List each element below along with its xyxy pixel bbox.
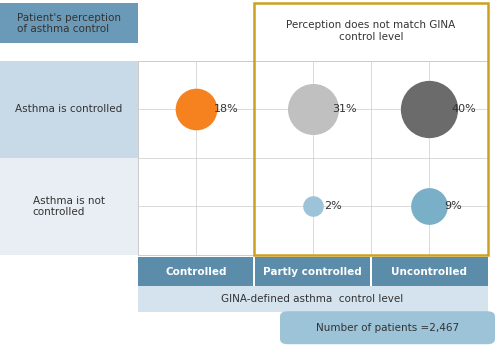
Point [192,107,200,112]
Text: GINA-defined asthma  control level: GINA-defined asthma control level [222,294,404,304]
Text: 18%: 18% [214,104,238,114]
Text: Patient's perception
of asthma control: Patient's perception of asthma control [17,12,121,34]
Text: Perception does not match GINA
control level: Perception does not match GINA control l… [286,20,456,42]
Text: Partly controlled: Partly controlled [263,266,362,277]
Text: Asthma is not
controlled: Asthma is not controlled [33,196,105,217]
Point [425,107,433,112]
Text: Number of patients =2,467: Number of patients =2,467 [316,323,459,333]
Text: Uncontrolled: Uncontrolled [391,266,467,277]
Text: Controlled: Controlled [165,266,226,277]
Point [308,107,316,112]
Text: 2%: 2% [324,202,342,211]
Text: 9%: 9% [444,202,462,211]
Text: 31%: 31% [332,104,357,114]
Point [308,204,316,209]
Text: 40%: 40% [452,104,476,114]
Text: Asthma is controlled: Asthma is controlled [15,104,122,114]
Point [425,204,433,209]
